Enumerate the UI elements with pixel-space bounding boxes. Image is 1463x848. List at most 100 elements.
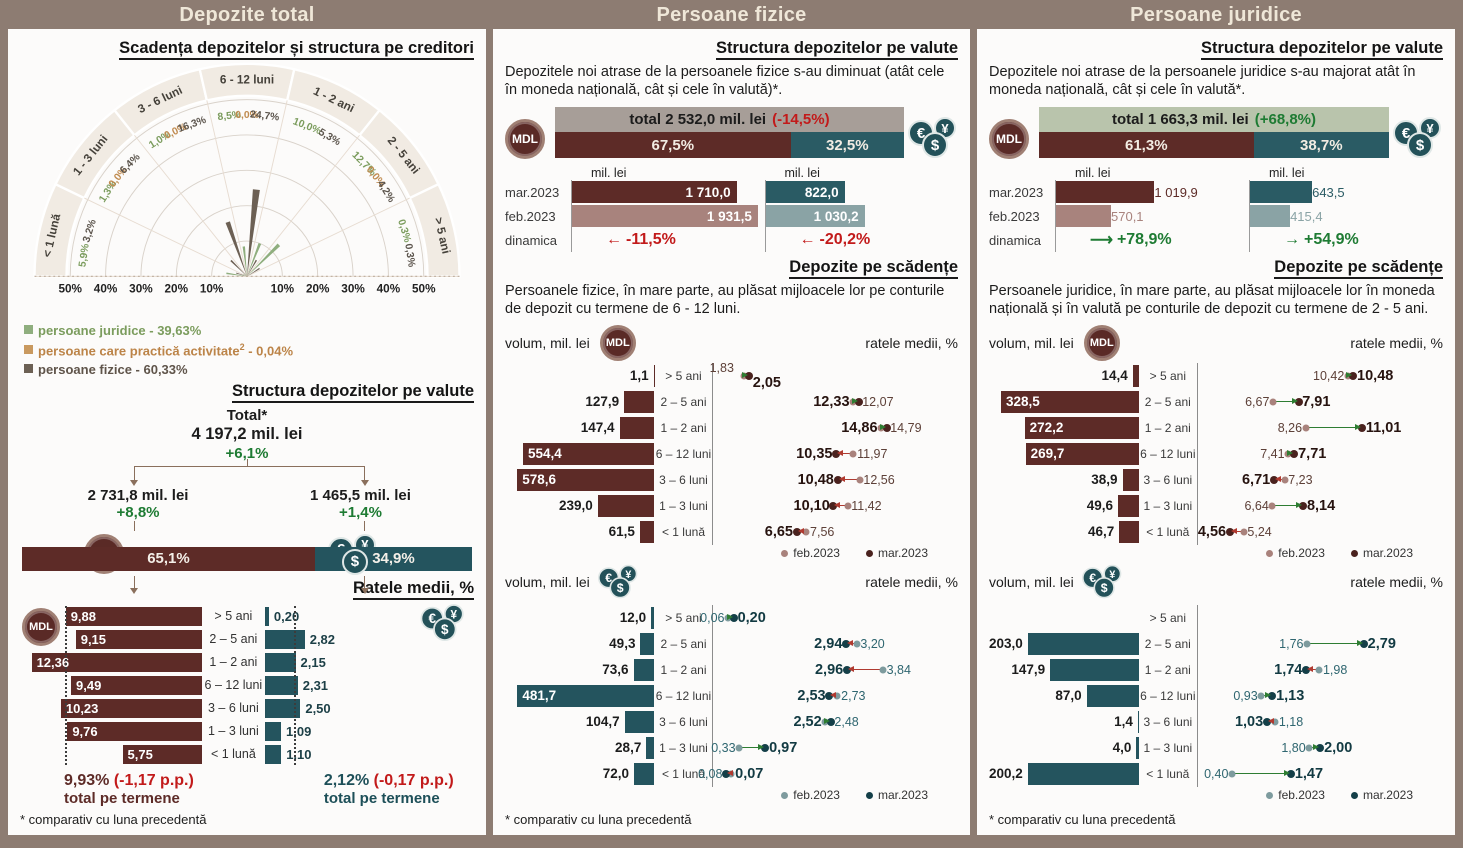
mdl-rate-value: 9,88	[70, 608, 96, 624]
dumbbell-arrow-line	[846, 668, 883, 671]
val-rate-cell: 1,09	[265, 721, 447, 741]
volume-cell: 269,7	[989, 442, 1139, 465]
volume-cell: 272,2	[989, 416, 1139, 439]
dumbbell-arrow-line	[1232, 772, 1292, 775]
radial-label: 50%	[58, 282, 82, 295]
volume-value: 239,0	[558, 498, 593, 514]
feb-rate-value: 0,06	[700, 610, 725, 625]
val-month-value: 415,4	[1290, 208, 1323, 224]
maturity-label: 6 – 12 luni	[655, 446, 712, 461]
maturity-row: > 5 ani	[989, 604, 1443, 631]
mar-dot	[1349, 371, 1358, 380]
volume-value: 49,3	[609, 636, 636, 652]
tornado-row: 5,75 < 1 lună 1,10	[20, 744, 474, 765]
dynamics-label: +54,9%	[1304, 231, 1359, 249]
tornado-row: 10,23 3 – 6 luni 2,50	[20, 698, 474, 719]
legend-item: mar.2023	[865, 546, 928, 560]
panel-persoane-juridice: Structura depozitelor pe valute Depozite…	[977, 29, 1455, 835]
mdl-month-value: 1 019,9	[1154, 184, 1198, 200]
mar-rate-value: 8,14	[1306, 497, 1336, 514]
feb-rate-value: 3,20	[860, 636, 885, 651]
radial-wedge	[225, 221, 247, 277]
val-rate-bar	[266, 721, 282, 741]
mdl-month-bar	[1056, 181, 1155, 204]
feb-rate-value: 2,73	[841, 688, 866, 703]
dumbbell-arrowhead	[830, 692, 837, 699]
pj-intro-text: Depozitele noi atrase de la persoanele j…	[989, 64, 1416, 98]
rates-cell: 0,97 0,33	[711, 734, 958, 761]
mar-rate-value: 6,71	[1241, 471, 1271, 488]
pj-maturity-val-chart: volum, mil. lei € ¥ $ ratele medii, % > 5 ani…	[989, 561, 1443, 803]
rates-cell: 2,05 1,83	[710, 361, 958, 391]
total-delta: (-14,5%)	[772, 111, 830, 129]
lei-share-segment: 65,1%	[22, 546, 315, 571]
maturity-label: > 5 ani	[665, 610, 702, 625]
tree-right-branch: 1 465,5 mil. lei +1,4%	[256, 487, 465, 521]
mar-dot	[882, 423, 891, 432]
pj-maturity-text: Persoanele juridice, în mare parte, au p…	[989, 283, 1435, 318]
legend-item: feb.2023	[1266, 788, 1325, 802]
tree-line	[364, 575, 366, 588]
row-label: dinamica	[989, 232, 1042, 248]
radial-label: 20%	[165, 282, 189, 295]
mar-dot	[1299, 501, 1308, 510]
pj-new-deposits-chart: MDL € ¥ $ total 1 663,3 mil. lei (+68,8%) 61,3…	[989, 105, 1443, 256]
volume-bar	[1027, 632, 1139, 655]
pf-maturity-mdl-chart: volum, mil. lei MDL ratele medii, % 1,1 > 5 …	[505, 324, 958, 561]
val-rate-value: 2,15	[300, 654, 326, 670]
mdl-total-caption: total pe termene	[64, 790, 180, 807]
legend-item: mar.2023	[1350, 788, 1413, 802]
legend-item: feb.2023	[1266, 546, 1325, 560]
volume-bar	[646, 736, 655, 759]
radial-label: 0,0%	[235, 110, 259, 121]
mar-dot	[792, 527, 801, 536]
mar-dot	[833, 475, 842, 484]
mar-rate-value: 10,35	[796, 445, 833, 462]
volume-bar: 578,6	[517, 468, 655, 491]
mar-rate-value: 1,74	[1274, 661, 1303, 678]
currency-coins-icon: € ¥ $	[597, 564, 639, 599]
mar-dot	[1358, 423, 1367, 432]
maturity-row: 61,5 < 1 lună 6,65 7,56	[505, 518, 958, 545]
dumbbell-arrowhead	[1296, 502, 1303, 509]
dumbbell-arrow-line	[833, 504, 848, 507]
row-label: dinamica	[505, 232, 558, 248]
volume-cell: 46,7	[989, 520, 1139, 543]
volume-cell: 203,0	[989, 632, 1139, 655]
tornado-row: 12,36 1 – 2 ani 2,15	[20, 652, 474, 673]
dumbbell-arrowhead	[758, 744, 765, 751]
maturity-rows: 12,0 > 5 ani 0,20 0,06 49,3 2 – 5 ani 2,94 3,20…	[505, 604, 958, 787]
mdl-coin-icon: MDL	[599, 324, 636, 361]
tree-line	[133, 520, 135, 531]
val-month-bar	[1250, 205, 1291, 228]
maturity-row: 1,1 > 5 ani 2,05 1,83	[505, 361, 958, 391]
radial-wedge	[226, 272, 247, 277]
feb-rate-value: 6,67	[1245, 394, 1270, 409]
maturity-label: 2 – 5 ani	[660, 394, 707, 409]
mar-dot	[1225, 527, 1234, 536]
val-rate-bar	[266, 744, 282, 764]
dumbbell-arrow-line	[1273, 400, 1299, 403]
legend-item: feb.2023	[781, 546, 840, 560]
mar-dot	[825, 691, 834, 700]
volume-bar	[624, 390, 655, 413]
maturity-row: 147,4 1 – 2 ani 14,86 14,79	[505, 414, 958, 441]
feb-dot	[1271, 718, 1279, 726]
volume-cell: 1,4	[989, 710, 1139, 733]
rates-cell: 2,79 1,76	[1196, 630, 1443, 657]
dynamics-value: ← -11,5%	[606, 231, 676, 249]
maturity-label: 3 – 6 luni	[659, 714, 708, 729]
dynamics-label: +78,9%	[1116, 231, 1172, 249]
radial-wedge	[242, 246, 247, 277]
month-bars-grid: mil. lei mil. lei mar.2023 1 019,9 643,5 feb.…	[989, 162, 1443, 253]
volume-bar	[624, 710, 655, 733]
volume-bar	[619, 416, 655, 439]
volume-value: 72,0	[602, 766, 629, 782]
currency-structure-title: Structura depozitelor pe valute	[20, 381, 474, 403]
volume-bar: 328,5	[1000, 390, 1139, 413]
legend-item: feb.2023	[781, 788, 840, 802]
volume-cell: 239,0	[505, 494, 655, 517]
val-rate-bar	[266, 606, 269, 626]
mar-dot	[729, 613, 738, 622]
dumbbell-arrow-line	[836, 452, 854, 455]
